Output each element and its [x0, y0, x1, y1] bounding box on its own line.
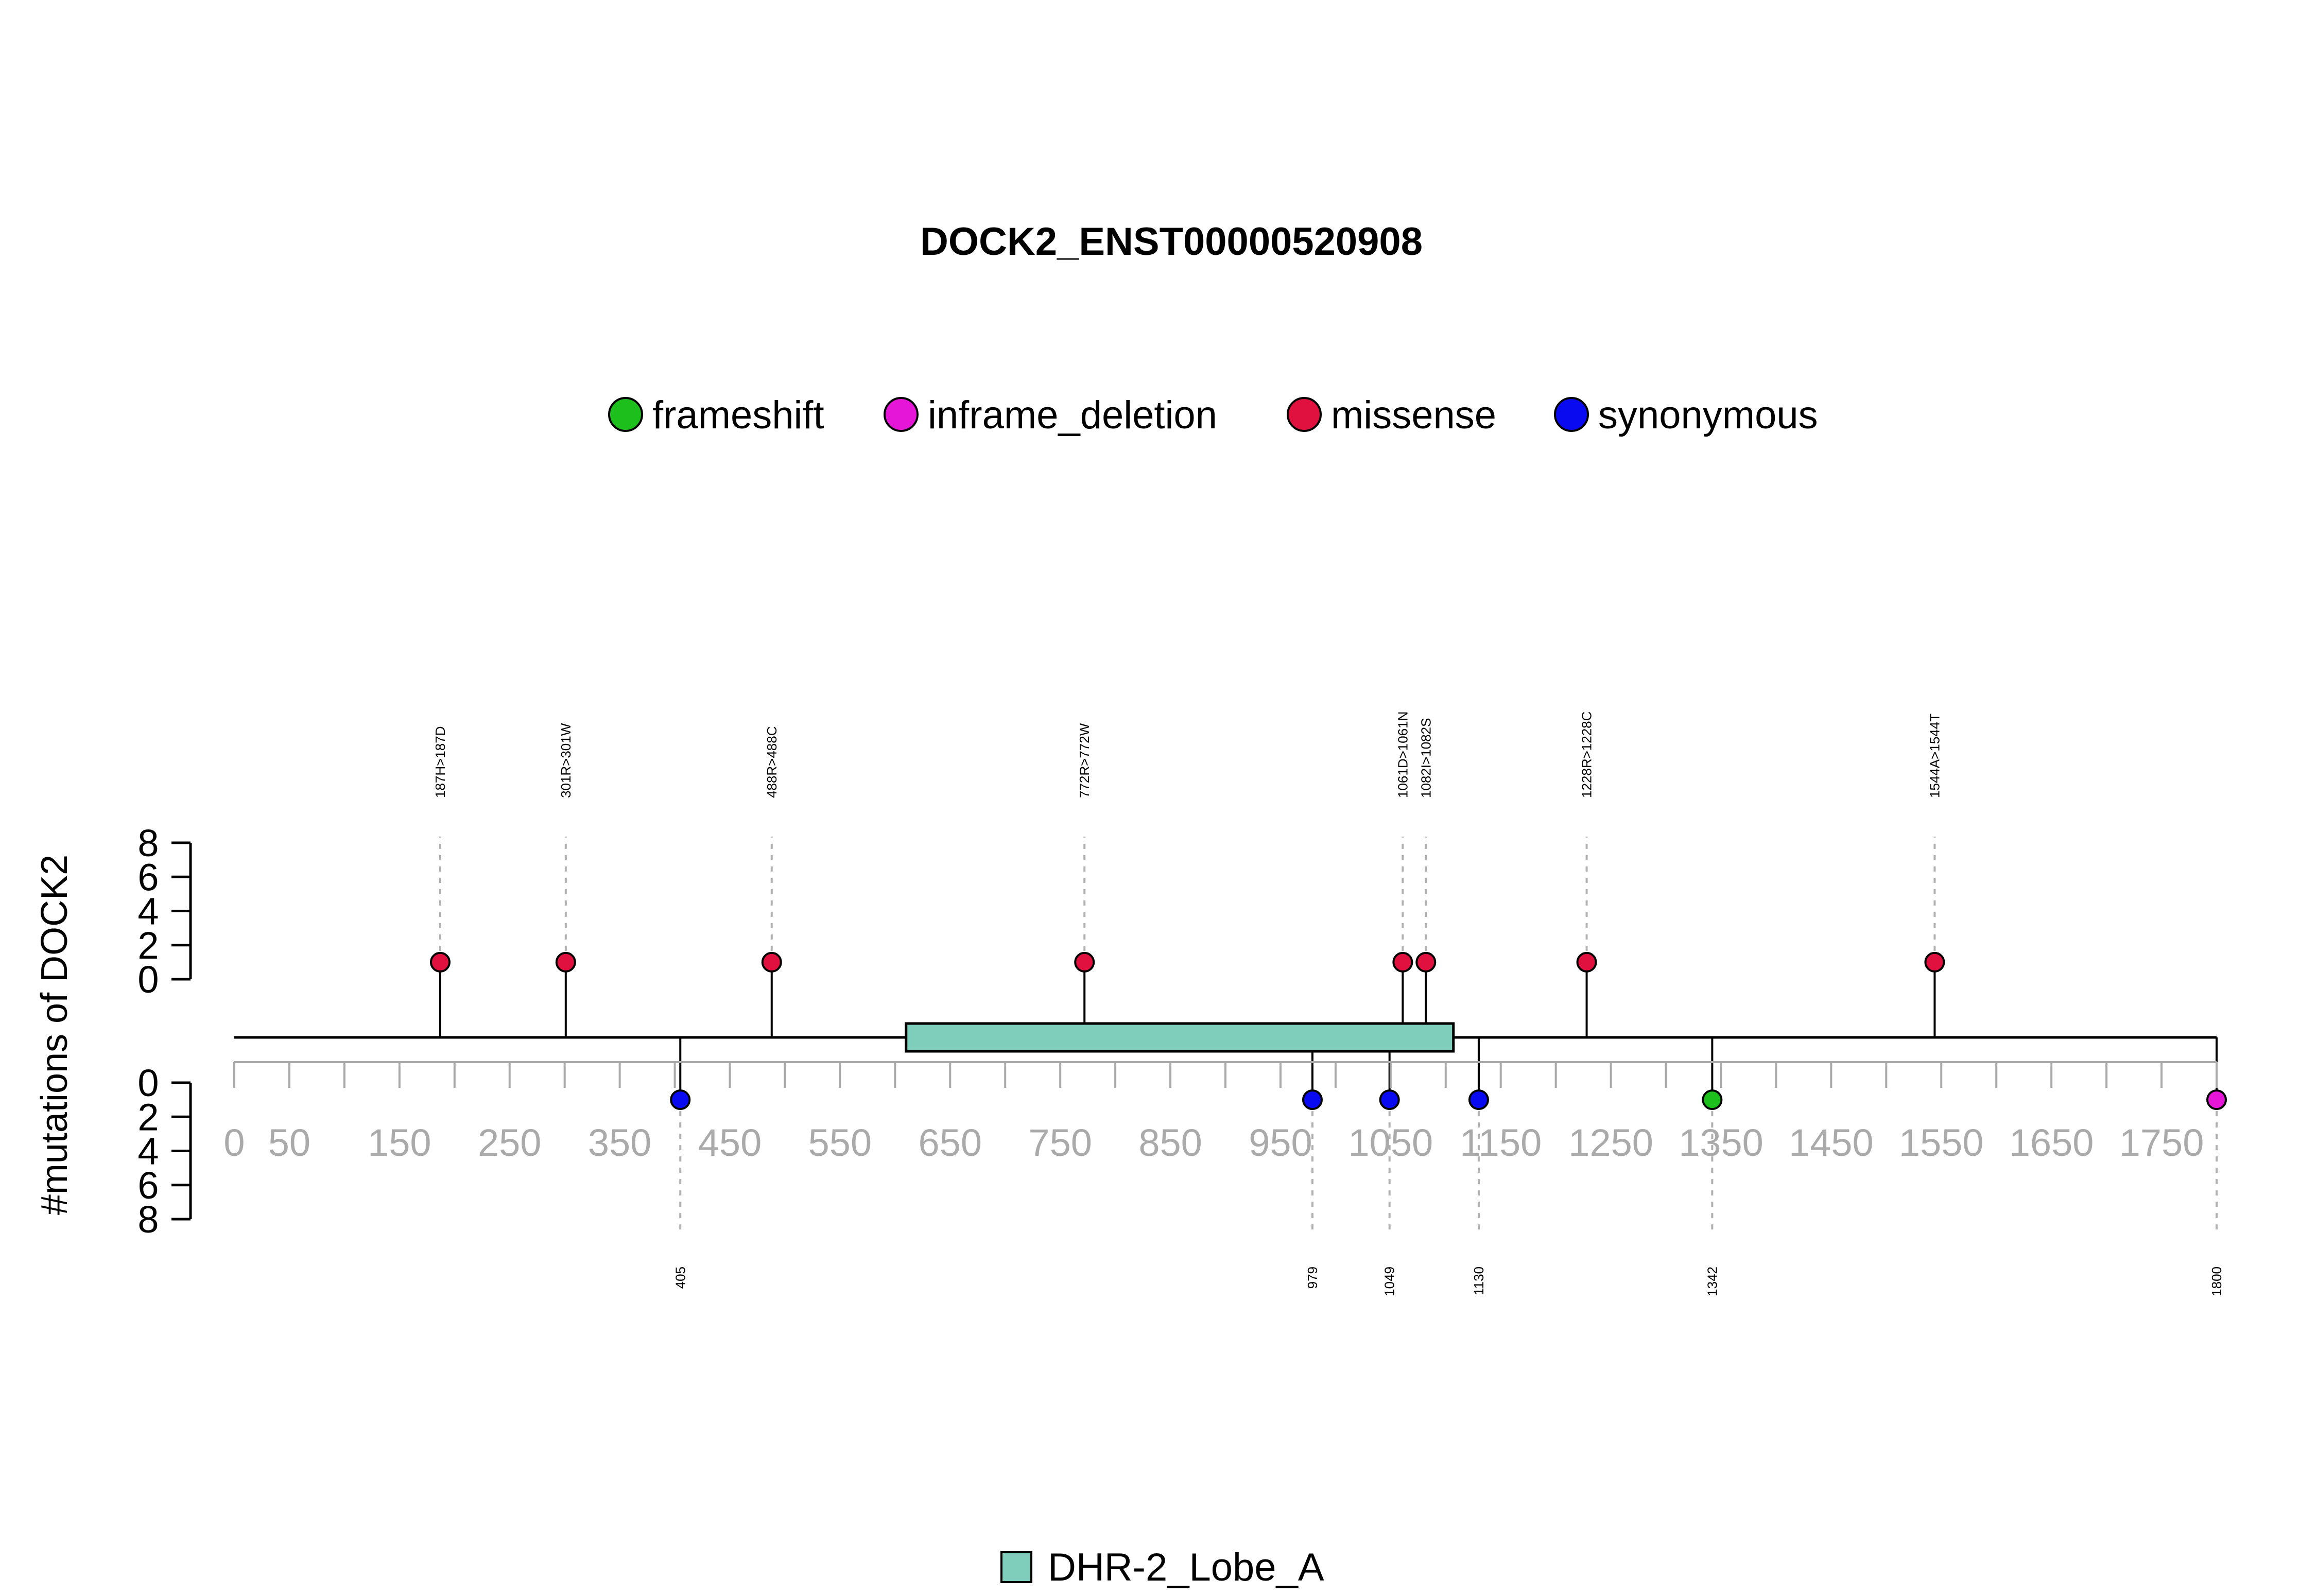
x-axis: 0 50 150 250 350 450 550 650 750 850 950 1050 1150 12… [223, 1061, 2218, 1164]
chart-title: DOCK2_ENST00000520908 [920, 220, 1423, 264]
x-tick-label: 0 [223, 1121, 245, 1164]
y-tick-label: 4 [137, 1130, 159, 1173]
mutation-type-legend: frameshift inframe_deletion missense synony… [608, 393, 1818, 437]
x-tick-label: 550 [808, 1121, 872, 1164]
mutation-label: 488R>488C [764, 726, 780, 799]
domain-legend-item: DHR-2_Lobe_A [1000, 1546, 1324, 1589]
domain-legend-swatch [1000, 1551, 1032, 1583]
y-tick-label: 6 [137, 1164, 159, 1207]
mutation-label: 301R>301W [558, 723, 574, 798]
mutation-point-1082 [1415, 951, 1437, 973]
mutation-label: 1342 [1704, 1267, 1720, 1296]
legend-item-synonymous: synonymous [1554, 393, 1818, 437]
mutation-point-1800 [2206, 1089, 2227, 1111]
mutation-labels: 187H>187D 301R>301W 488R>488C 772R>772W 1061… [433, 712, 2224, 1296]
y-tick-label: 8 [137, 822, 159, 864]
x-tick-label: 750 [1028, 1121, 1092, 1164]
x-tick-label: 50 [268, 1121, 310, 1164]
mutation-label: 772R>772W [1077, 723, 1092, 798]
x-tick-label: 350 [588, 1121, 651, 1164]
x-tick-label: 1650 [2009, 1121, 2094, 1164]
mutation-point-187 [429, 951, 451, 973]
mutation-label: 1800 [2209, 1267, 2224, 1296]
x-tick-label: 1150 [1460, 1121, 1542, 1164]
mutation-label: 1544A>1544T [1927, 714, 1942, 798]
mutation-points [429, 951, 2227, 1111]
mutation-label: 1130 [1471, 1267, 1486, 1295]
mutation-point-772 [1074, 951, 1095, 973]
x-tick-label: 250 [478, 1121, 541, 1164]
mutation-label: 979 [1305, 1267, 1320, 1289]
y-axis-label: #mutations of DOCK2 [34, 855, 75, 1215]
legend-label-synonymous: synonymous [1598, 393, 1818, 437]
y-tick-label: 2 [137, 1096, 159, 1138]
mutation-point-1228 [1576, 951, 1597, 973]
x-tick-label: 1750 [2119, 1121, 2204, 1164]
mutation-point-1049 [1379, 1089, 1400, 1111]
legend-item-missense: missense [1287, 393, 1496, 437]
mutation-point-301 [555, 951, 576, 973]
x-tick-label: 650 [919, 1121, 982, 1164]
domain-DHR-2_Lobe_A [905, 1022, 1455, 1053]
y-tick-label: 0 [137, 1062, 159, 1104]
mutation-point-1061 [1392, 951, 1413, 973]
y-tick-label: 8 [137, 1198, 159, 1241]
mutation-label: 405 [672, 1267, 688, 1289]
legend-marker-missense [1287, 397, 1322, 432]
y-tick-label: 6 [137, 856, 159, 898]
legend-label-missense: missense [1331, 393, 1496, 437]
mutation-point-979 [1302, 1089, 1323, 1111]
y-tick-label: 4 [137, 890, 159, 933]
mutation-point-1544 [1924, 951, 1945, 973]
domain-legend: DHR-2_Lobe_A [1000, 1546, 1324, 1589]
mutation-point-405 [670, 1089, 691, 1111]
y-tick-label: 0 [137, 958, 159, 1001]
mutation-stems [439, 837, 2218, 1236]
legend-label-frameshift: frameshift [652, 393, 824, 437]
x-tick-label: 1050 [1348, 1121, 1433, 1164]
x-tick-label: 150 [368, 1121, 431, 1164]
x-tick-label: 450 [698, 1121, 762, 1164]
mutation-point-1130 [1468, 1089, 1489, 1111]
legend-marker-inframe_deletion [884, 397, 919, 432]
legend-item-frameshift: frameshift [608, 393, 824, 437]
x-tick-label: 1250 [1568, 1121, 1653, 1164]
mutation-label: 1082I>1082S [1418, 718, 1433, 798]
domain-legend-label: DHR-2_Lobe_A [1048, 1546, 1324, 1589]
x-tick-label: 1350 [1679, 1121, 1763, 1164]
mutation-label: 1228R>1228C [1579, 712, 1595, 798]
mutation-label: 187H>187D [433, 726, 448, 799]
legend-item-inframe_deletion: inframe_deletion [884, 393, 1217, 437]
mutation-label: 1061D>1061N [1395, 712, 1410, 798]
mutation-point-488 [761, 951, 782, 973]
legend-marker-frameshift [608, 397, 643, 432]
mutation-label: 1049 [1382, 1267, 1397, 1296]
legend-label-inframe_deletion: inframe_deletion [928, 393, 1217, 437]
legend-marker-synonymous [1554, 397, 1589, 432]
x-tick-label: 950 [1249, 1121, 1312, 1164]
y-tick-label: 2 [137, 924, 159, 967]
x-tick-label: 1550 [1899, 1121, 1984, 1164]
mutation-point-1342 [1702, 1089, 1723, 1111]
protein-domains [905, 1022, 1455, 1053]
x-tick-label: 1450 [1789, 1121, 1874, 1164]
x-tick-label: 850 [1138, 1121, 1202, 1164]
